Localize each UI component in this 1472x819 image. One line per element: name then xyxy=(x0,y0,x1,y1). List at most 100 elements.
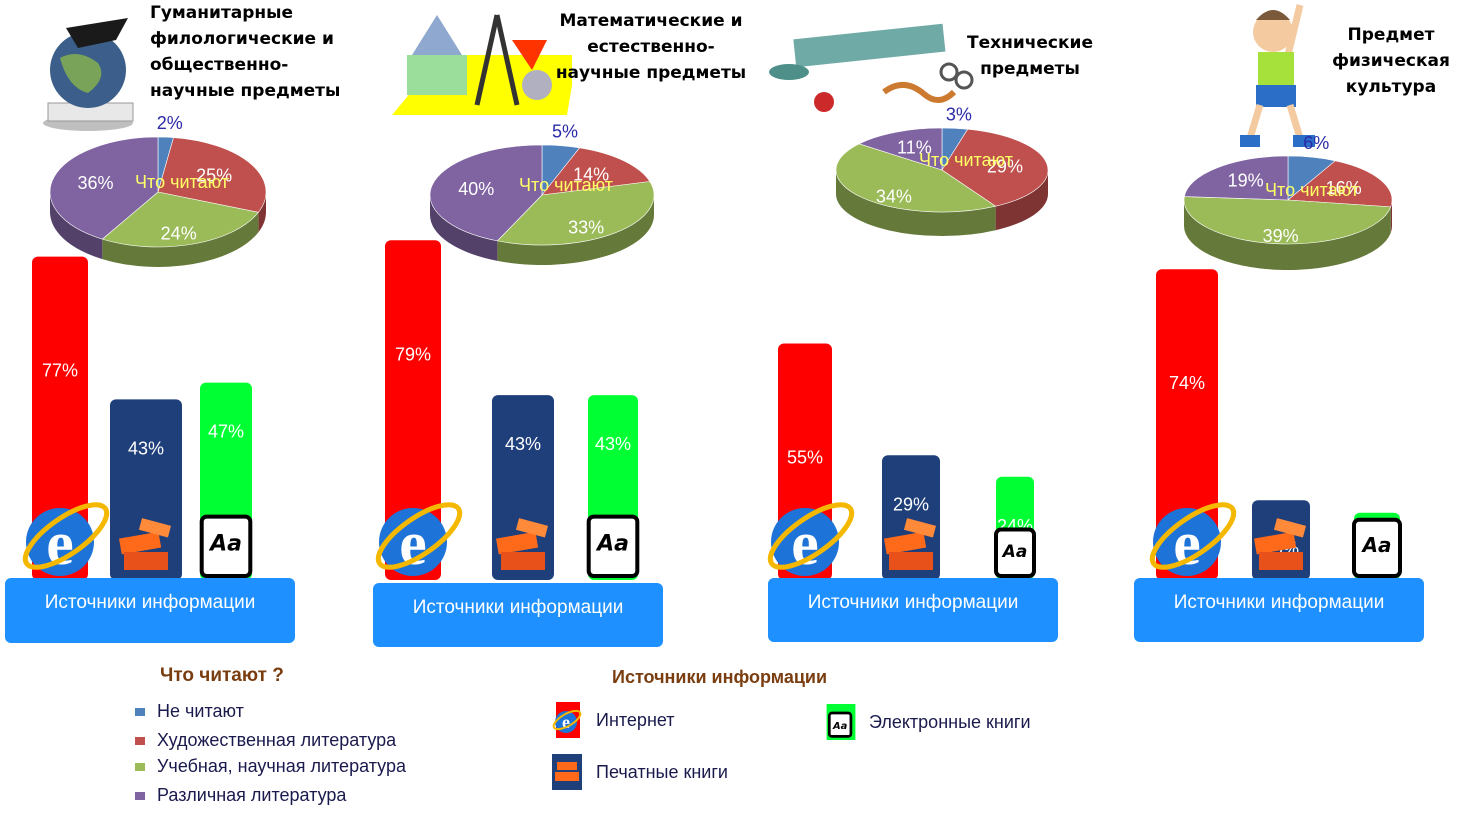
bar-data-label: 79% xyxy=(395,344,431,364)
printed-books-icon xyxy=(119,518,172,570)
slice-data-label: 11% xyxy=(897,137,932,157)
slice-data-label: 39% xyxy=(1263,226,1299,246)
slice-data-label: 40% xyxy=(458,179,494,199)
slice-fiction-side xyxy=(258,192,266,233)
bar-internet xyxy=(32,256,88,580)
legend-label: Печатные книги xyxy=(596,761,728,782)
slice-various xyxy=(858,127,943,171)
printed-books-icon xyxy=(884,518,937,570)
legend-item-printed-books: Печатные книги xyxy=(552,754,728,790)
legend-label: Не читают xyxy=(157,701,244,721)
slice-educational-side xyxy=(102,212,259,268)
slice-various xyxy=(429,144,543,242)
slice-data-label: 25% xyxy=(196,166,232,186)
slice-data-label: 19% xyxy=(1228,171,1264,191)
subject-panel-math-science: Математические и естественно-научные пре… xyxy=(370,0,760,660)
bar-data-label: 74% xyxy=(1169,373,1205,393)
svg-text:e: e xyxy=(562,712,570,732)
legend-item-ebooks: Aa Электронные книги xyxy=(825,704,1031,740)
sources-label: Источники информации xyxy=(44,592,256,613)
ebook-reader-icon: Aa xyxy=(994,527,1036,578)
svg-text:Aa: Aa xyxy=(832,721,848,732)
panel-title: Технические предметы xyxy=(966,33,1093,79)
legend-item-educational: Учебная, научная литература xyxy=(135,756,406,777)
panel-title: Предмет физическая культура xyxy=(1332,25,1450,97)
reading-legend-title: Что читают ? xyxy=(160,665,284,686)
bar-data-label: 29% xyxy=(893,494,929,514)
internet-explorer-icon: e xyxy=(767,502,855,578)
slice-educational-side xyxy=(497,195,654,265)
exercising-boy-illustration xyxy=(1240,4,1315,147)
slice-fiction xyxy=(541,147,651,196)
sources-label: Источники информации xyxy=(412,597,624,618)
slice-data-label: 34% xyxy=(876,187,912,207)
internet-explorer-icon: e xyxy=(22,502,110,578)
printed-books-icon xyxy=(552,754,582,790)
printed-books-icon xyxy=(1254,518,1307,570)
slice-educational xyxy=(835,143,997,213)
subject-panel-physical-education: Предмет физическая культура 6% 16% 39% 19% Ч… xyxy=(1130,0,1472,660)
sources-box: Источники информации xyxy=(768,578,1058,642)
sources-bar-chart: 79% e 43% 43% Aa xyxy=(375,240,640,581)
ebook-reader-icon: Aa xyxy=(826,704,856,740)
slice-data-label: 16% xyxy=(1326,178,1362,198)
svg-text:Aa: Aa xyxy=(595,531,629,556)
sources-box: Источники информации xyxy=(5,578,295,643)
bar-data-label: 43% xyxy=(505,434,541,454)
slice-various xyxy=(49,136,159,240)
svg-text:Aa: Aa xyxy=(208,531,242,556)
reading-pie-chart: 3% 29% 34% 11%Что читают xyxy=(835,104,1049,236)
pie-center-label: Что читают xyxy=(135,172,229,192)
legend-item-fiction: Художественная литература xyxy=(135,730,396,751)
legend-swatch xyxy=(135,762,145,771)
legend-label: Учебная, научная литература xyxy=(157,756,406,776)
slice-data-label: 36% xyxy=(78,173,114,193)
slice-fiction-side xyxy=(1390,200,1392,233)
sources-box: Источники информации xyxy=(1134,578,1424,642)
legend-item-not-reading: Не читают xyxy=(135,701,244,722)
slice-various-side xyxy=(430,195,498,261)
slice-data-label: 33% xyxy=(568,218,604,238)
slice-educational xyxy=(1183,196,1392,245)
sewing-tools-illustration xyxy=(769,23,974,112)
legend-label: Электронные книги xyxy=(869,711,1031,732)
legend-swatch xyxy=(135,736,145,745)
legend-item-internet: e Интернет xyxy=(552,702,675,738)
slice-data-label: 5% xyxy=(552,122,578,142)
bar-data-label: 47% xyxy=(208,422,244,442)
ebook-reader-icon: Aa xyxy=(586,514,640,578)
slice-data-label: 29% xyxy=(987,156,1023,176)
svg-text:Aa: Aa xyxy=(1001,542,1028,562)
sources-label: Источники информации xyxy=(1173,592,1385,613)
panel-title: Гуманитарные филологические и общественн… xyxy=(150,3,341,101)
sources-bar-chart: 74%e19%16%Aa xyxy=(1149,269,1402,580)
legend-item-various: Различная литература xyxy=(135,785,346,806)
slice-data-label: 24% xyxy=(161,223,197,243)
legend-label: Различная литература xyxy=(157,785,347,805)
internet-explorer-icon: e xyxy=(375,502,463,578)
sources-bar-chart: 55%e29%24%Aa xyxy=(767,343,1036,580)
slice-fiction xyxy=(1287,160,1393,208)
slice-fiction-side xyxy=(995,170,1048,231)
slice-fiction xyxy=(157,137,267,213)
printed-books-icon xyxy=(496,518,549,570)
bar-internet xyxy=(385,240,441,581)
internet-explorer-icon: e xyxy=(1149,502,1237,578)
pie-center-label: Что читают xyxy=(919,150,1013,170)
panel-title: Математические и естественно-научные пре… xyxy=(555,11,747,83)
slice-educational-side xyxy=(836,170,996,236)
bar-data-label: 43% xyxy=(595,434,631,454)
legend-label: Художественная литература xyxy=(157,730,397,750)
slice-data-label: 14% xyxy=(573,165,609,185)
subject-panel-technical: Технические предметы 3% 29% 34% 11% Что чита… xyxy=(760,0,1130,660)
legend-swatch xyxy=(135,707,145,716)
pie-center-label: Что читают xyxy=(1265,180,1359,200)
bar-data-label: 43% xyxy=(128,438,164,458)
slice-data-label: 3% xyxy=(946,104,972,124)
slice-various xyxy=(1183,155,1289,201)
legend-swatch xyxy=(135,791,145,800)
geometry-shapes-illustration xyxy=(392,14,572,115)
reading-pie-chart: 5% 14% 33% 40% Что читают xyxy=(429,122,655,265)
reading-pie-chart: 2% 25% 24% 36% Что читают xyxy=(49,113,267,268)
slice-educational-side xyxy=(1184,200,1391,271)
